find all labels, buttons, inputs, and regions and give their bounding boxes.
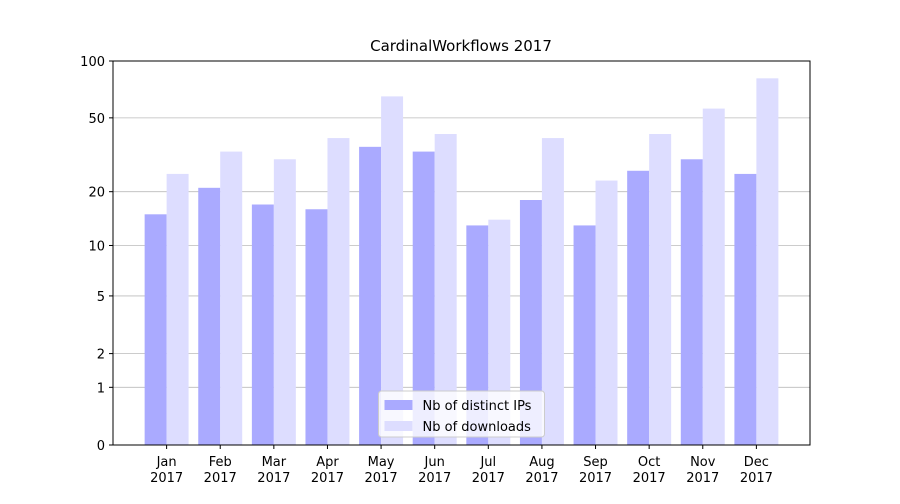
y-tick-label: 10 bbox=[88, 239, 105, 254]
bar bbox=[702, 108, 725, 446]
legend-swatch bbox=[384, 400, 413, 410]
y-tick-label: 0 bbox=[97, 439, 105, 454]
legend-label: Nb of downloads bbox=[423, 420, 532, 435]
legend-swatch bbox=[384, 421, 413, 431]
bar bbox=[359, 146, 382, 445]
bar bbox=[595, 180, 618, 445]
bar bbox=[488, 219, 511, 445]
bar bbox=[305, 209, 328, 445]
x-tick-label: Sep 2017 bbox=[579, 455, 612, 486]
bar bbox=[466, 225, 489, 445]
y-tick-label: 1 bbox=[97, 381, 105, 396]
bar bbox=[412, 151, 435, 445]
x-tick-label: Oct 2017 bbox=[633, 455, 666, 486]
y-tick-label: 50 bbox=[88, 112, 105, 127]
x-tick-label: Jun 2017 bbox=[418, 455, 451, 486]
bar bbox=[734, 173, 757, 445]
y-tick-label: 2 bbox=[97, 348, 105, 363]
bar bbox=[627, 170, 650, 445]
bar bbox=[144, 214, 167, 445]
legend-label: Nb of distinct IPs bbox=[423, 399, 532, 414]
x-tick-label: Dec 2017 bbox=[740, 455, 773, 486]
y-tick-label: 5 bbox=[97, 290, 105, 305]
x-tick-label: Jan 2017 bbox=[150, 455, 183, 486]
bar bbox=[434, 134, 457, 445]
y-tick-label: 20 bbox=[88, 186, 105, 201]
bar bbox=[519, 200, 542, 445]
bar bbox=[541, 138, 564, 445]
axes-frame bbox=[112, 60, 811, 446]
bar bbox=[327, 138, 350, 445]
y-tick-label: 100 bbox=[80, 55, 105, 70]
bar bbox=[166, 173, 189, 445]
x-tick-label: Mar 2017 bbox=[257, 455, 290, 486]
bar bbox=[573, 225, 596, 445]
x-tick-label: Jul 2017 bbox=[472, 455, 505, 486]
bar bbox=[273, 159, 296, 445]
x-tick-label: May 2017 bbox=[365, 455, 398, 486]
bar bbox=[251, 204, 274, 445]
chart-title: CardinalWorkflows 2017 bbox=[370, 37, 552, 55]
bar bbox=[220, 151, 243, 445]
x-tick-label: Aug 2017 bbox=[525, 455, 558, 486]
legend-box bbox=[378, 390, 545, 438]
bar bbox=[649, 134, 672, 445]
x-tick-label: Apr 2017 bbox=[311, 455, 344, 486]
bar bbox=[381, 96, 404, 445]
bar bbox=[756, 78, 779, 446]
bar bbox=[680, 159, 703, 445]
bar bbox=[198, 187, 221, 445]
x-tick-label: Feb 2017 bbox=[204, 455, 237, 486]
x-tick-label: Nov 2017 bbox=[686, 455, 719, 486]
